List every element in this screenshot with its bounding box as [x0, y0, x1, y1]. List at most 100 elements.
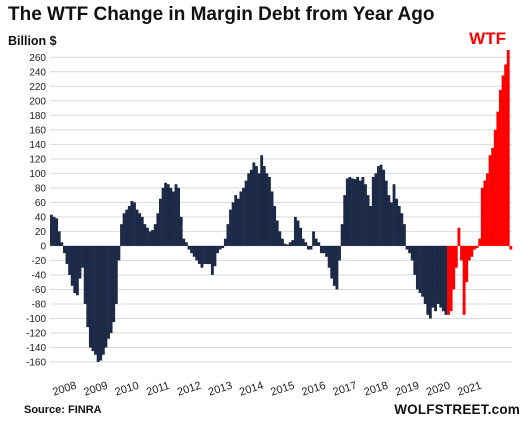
bar [301, 238, 305, 246]
bar [161, 187, 165, 246]
bar [104, 245, 108, 348]
bar [423, 245, 427, 304]
bar [288, 242, 292, 246]
y-axis-ticks: -160 -140 -120 -100 -80 -60 -40 -20 0 20 40 60 80 100… [26, 53, 46, 369]
bar [99, 245, 103, 361]
bar [501, 75, 505, 246]
bar [454, 245, 458, 268]
bar [356, 176, 360, 246]
y-tick-label: -60 [32, 285, 47, 296]
bar [382, 169, 386, 246]
bar-series [50, 50, 513, 362]
bar [94, 245, 97, 355]
y-tick-label: 20 [35, 227, 47, 238]
bar [195, 245, 199, 261]
bar [75, 245, 79, 296]
wtf-annotation: WTF [469, 29, 506, 48]
bar [262, 166, 266, 246]
bar [148, 231, 152, 246]
bar [143, 224, 147, 246]
bar [213, 245, 217, 267]
bar [312, 231, 315, 246]
bar [179, 216, 183, 246]
bar [265, 173, 269, 246]
y-tick-label: 200 [29, 96, 46, 107]
bar [309, 245, 313, 250]
bar [151, 229, 155, 246]
bar [345, 178, 349, 246]
bar [304, 242, 308, 246]
y-tick-label: 240 [29, 67, 46, 78]
y-tick-label: -160 [26, 358, 46, 369]
bar [187, 245, 191, 250]
bar [171, 191, 175, 246]
bar [322, 245, 326, 254]
x-tick-label: 2011 [145, 380, 171, 399]
bar [327, 245, 331, 268]
bar [506, 50, 510, 246]
bar [434, 245, 437, 312]
bar [444, 245, 448, 315]
x-tick-label: 2008 [51, 380, 78, 399]
bar [234, 195, 238, 246]
bar [236, 198, 240, 246]
bar [81, 245, 84, 268]
bar [364, 184, 367, 246]
bar [122, 213, 126, 246]
bar [465, 245, 469, 283]
y-tick-label: 140 [29, 140, 46, 151]
bar [210, 245, 214, 275]
bar [431, 245, 435, 308]
bar [325, 245, 328, 257]
x-tick-label: 2010 [113, 380, 140, 399]
y-tick-label: 80 [35, 183, 47, 194]
bar [343, 195, 347, 246]
bar [366, 195, 370, 246]
bar [96, 245, 100, 362]
y-tick-label: -20 [32, 256, 47, 267]
y-tick-label: 180 [29, 111, 46, 122]
bar [293, 216, 297, 246]
bar [260, 155, 264, 246]
bar [68, 245, 72, 275]
bar [338, 245, 341, 261]
bar [447, 245, 450, 315]
bar [369, 206, 373, 246]
x-tick-label: 2016 [300, 380, 327, 399]
bar [410, 245, 414, 261]
bar [252, 162, 256, 246]
bar [146, 227, 149, 246]
x-tick-label: 2018 [363, 380, 390, 399]
bar [426, 245, 430, 315]
bar [231, 202, 235, 246]
bar [117, 245, 121, 261]
bar [486, 173, 489, 246]
bar [428, 245, 432, 319]
bar [86, 245, 90, 328]
bar [452, 245, 456, 290]
x-tick-label: 2021 [456, 380, 483, 399]
bar [91, 245, 95, 352]
bar [177, 187, 181, 246]
bar [390, 202, 393, 246]
bar [159, 198, 162, 246]
bar [449, 245, 453, 312]
bar [392, 184, 396, 246]
bar [371, 176, 375, 246]
bar [140, 216, 144, 246]
bar [374, 173, 378, 246]
bar [184, 242, 188, 246]
bar [268, 176, 271, 246]
bar [70, 245, 74, 286]
bar [457, 227, 461, 246]
bar [130, 200, 134, 246]
bar [418, 245, 422, 294]
bar [480, 187, 484, 246]
y-tick-label: -120 [26, 328, 46, 339]
bar [244, 180, 248, 246]
bar [273, 206, 277, 246]
bar [138, 213, 142, 246]
bar [283, 243, 287, 246]
bar [205, 245, 209, 265]
bar [496, 111, 500, 246]
